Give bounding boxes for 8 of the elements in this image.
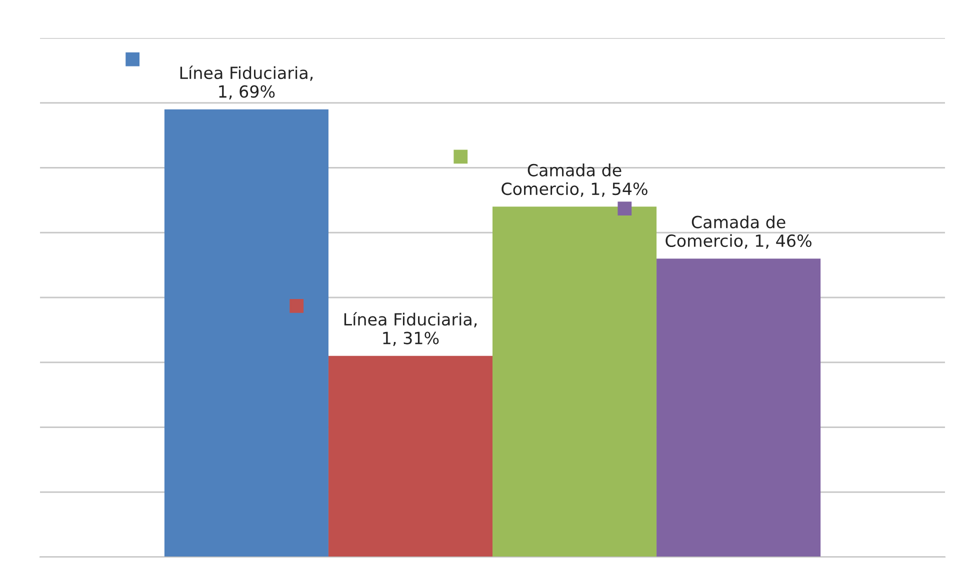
data-label: Línea Fiduciaria, 1, 31% xyxy=(344,312,477,346)
bar xyxy=(328,356,492,557)
bar xyxy=(492,206,657,557)
data-label: Camada de Comercio, 1, 54% xyxy=(502,164,648,197)
data-label: Camada de Comercio, 1, 46% xyxy=(666,215,812,249)
data-label: Línea Fiduciaria, 1, 69% xyxy=(180,66,313,100)
bar xyxy=(164,109,328,557)
bar xyxy=(656,258,821,557)
